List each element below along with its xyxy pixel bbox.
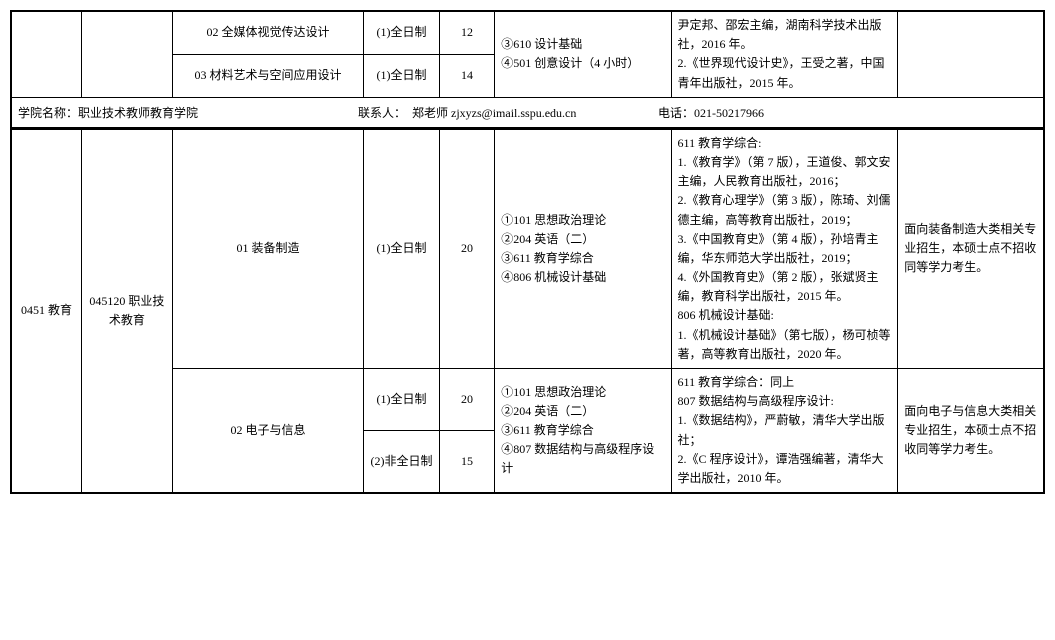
body-r1-c6: ①101 思想政治理论 ②204 英语（二） ③611 教育学综合 ④806 机…: [495, 129, 671, 368]
top-r1-c5: 12: [439, 11, 494, 55]
top-table: 02 全媒体视觉传达设计 (1)全日制 12 ③610 设计基础 ④501 创意…: [10, 10, 1045, 98]
body-r1-c3: 01 装备制造: [172, 129, 363, 368]
header-bar: 学院名称：职业技术教师教育学院 联系人： 郑老师 zjxyzs@imail.ss…: [10, 98, 1045, 129]
body-r1-c8: 面向装备制造大类相关专业招生，本硕士点不招收同等学力考生。: [898, 129, 1044, 368]
body-col1: 0451 教育: [11, 129, 82, 493]
body-r2-c5a: 20: [439, 369, 494, 431]
contact-person: 联系人： 郑老师 zjxyzs@imail.sspu.edu.cn: [358, 104, 658, 121]
top-c6: ③610 设计基础 ④501 创意设计（4 小时）: [495, 11, 671, 97]
top-col2: [82, 11, 173, 97]
body-table: 0451 教育 045120 职业技术教育 01 装备制造 (1)全日制 20 …: [10, 129, 1045, 494]
body-r2-c3: 02 电子与信息: [172, 369, 363, 494]
body-r2-c6: ①101 思想政治理论 ②204 英语（二） ③611 教育学综合 ④807 数…: [495, 369, 671, 494]
body-r2-c5b: 15: [439, 430, 494, 493]
top-r2-c4: (1)全日制: [364, 55, 440, 98]
body-r2-c4b: (2)非全日制: [364, 430, 440, 493]
top-r2-c3: 03 材料艺术与空间应用设计: [172, 55, 363, 98]
body-r2-c4a: (1)全日制: [364, 369, 440, 431]
body-r2-c8: 面向电子与信息大类相关专业招生，本硕士点不招收同等学力考生。: [898, 369, 1044, 494]
body-r2-c7: 611 教育学综合：同上 807 数据结构与高级程序设计: 1.《数据结构》，严…: [671, 369, 898, 494]
phone: 电话：021-50217966: [658, 104, 1037, 121]
top-c7: 尹定邦、邵宏主编，湖南科学技术出版社，2016 年。 2.《世界现代设计史》，王…: [671, 11, 898, 97]
top-c8: [898, 11, 1044, 97]
body-r1-c4: (1)全日制: [364, 129, 440, 368]
top-r2-c5: 14: [439, 55, 494, 98]
school-name: 学院名称：职业技术教师教育学院: [18, 104, 358, 121]
body-col2: 045120 职业技术教育: [82, 129, 173, 493]
top-col1: [11, 11, 82, 97]
top-r1-c3: 02 全媒体视觉传达设计: [172, 11, 363, 55]
top-r1-c4: (1)全日制: [364, 11, 440, 55]
body-r1-c5: 20: [439, 129, 494, 368]
body-r1-c7: 611 教育学综合: 1.《教育学》（第 7 版），王道俊、郭文安主编，人民教育…: [671, 129, 898, 368]
